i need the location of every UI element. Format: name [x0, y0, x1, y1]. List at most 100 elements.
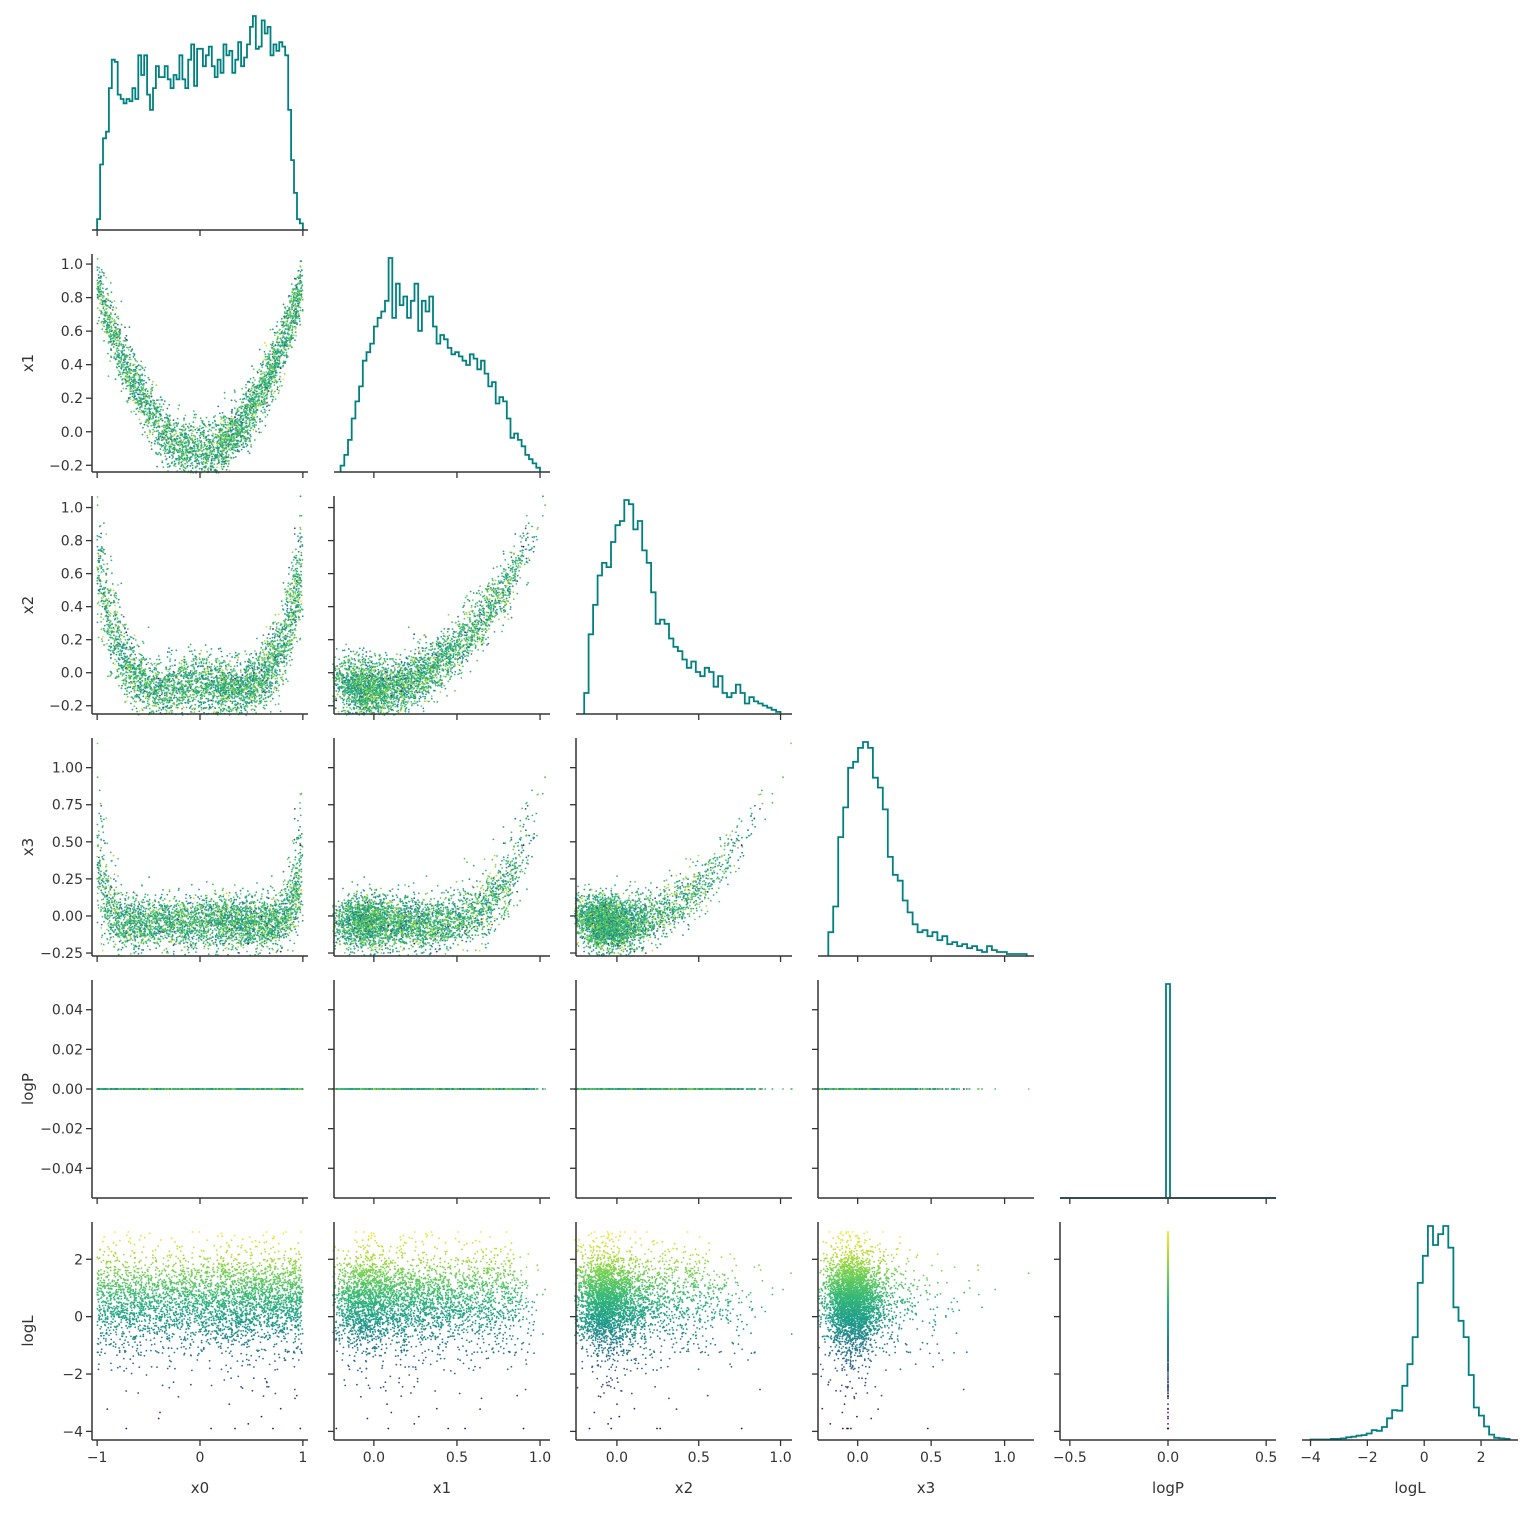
- point: [302, 299, 304, 301]
- point: [167, 466, 169, 468]
- point: [164, 452, 166, 454]
- point: [260, 410, 262, 412]
- point: [144, 375, 146, 377]
- point: [302, 284, 304, 286]
- point: [161, 426, 163, 428]
- point: [228, 454, 230, 456]
- point: [180, 456, 182, 458]
- point: [282, 321, 284, 323]
- point: [264, 342, 266, 344]
- point: [103, 272, 105, 274]
- point: [198, 462, 200, 464]
- point: [261, 393, 263, 395]
- point: [297, 303, 299, 305]
- point: [188, 423, 190, 425]
- point: [201, 458, 203, 460]
- point: [256, 416, 258, 418]
- point: [116, 350, 118, 352]
- point: [253, 419, 255, 421]
- point: [135, 374, 137, 376]
- point: [234, 407, 236, 409]
- point: [265, 356, 267, 358]
- point: [164, 447, 166, 449]
- point: [128, 382, 130, 384]
- point: [189, 436, 191, 438]
- point: [197, 438, 199, 440]
- point: [158, 439, 160, 441]
- point: [261, 396, 263, 398]
- point: [224, 398, 226, 400]
- point: [260, 373, 262, 375]
- point: [253, 368, 255, 370]
- point: [118, 370, 120, 372]
- point: [250, 417, 252, 419]
- point: [116, 345, 118, 347]
- point: [126, 400, 128, 402]
- point: [242, 438, 244, 440]
- point: [278, 329, 280, 331]
- point: [139, 407, 141, 409]
- point: [149, 431, 151, 433]
- point: [123, 372, 125, 374]
- point: [209, 425, 211, 427]
- point: [227, 431, 229, 433]
- point: [133, 374, 135, 376]
- point: [192, 467, 194, 469]
- point: [128, 398, 130, 400]
- point: [168, 404, 170, 406]
- point: [151, 384, 153, 386]
- point: [112, 306, 114, 308]
- point: [109, 300, 111, 302]
- point: [268, 410, 270, 412]
- point: [265, 425, 267, 427]
- point: [111, 344, 113, 346]
- point: [172, 444, 174, 446]
- point: [97, 296, 99, 298]
- point: [117, 340, 119, 342]
- point: [114, 313, 116, 315]
- point: [256, 402, 258, 404]
- point: [98, 267, 100, 269]
- point: [137, 407, 139, 409]
- point: [285, 308, 287, 310]
- point: [176, 438, 178, 440]
- point: [231, 399, 233, 401]
- point: [200, 445, 202, 447]
- point: [148, 416, 150, 418]
- point: [193, 410, 195, 412]
- point: [291, 332, 293, 334]
- point: [271, 389, 273, 391]
- point: [173, 465, 175, 467]
- point: [104, 318, 106, 320]
- point: [223, 463, 225, 465]
- point: [147, 393, 149, 395]
- point: [117, 324, 119, 326]
- point: [227, 466, 229, 468]
- point: [295, 335, 297, 337]
- point: [119, 373, 121, 375]
- point: [164, 448, 166, 450]
- point: [279, 372, 281, 374]
- point: [221, 458, 223, 460]
- point: [111, 318, 113, 320]
- point: [274, 384, 276, 386]
- point: [120, 337, 122, 339]
- point: [194, 414, 196, 416]
- point: [245, 420, 247, 422]
- point: [160, 418, 162, 420]
- point: [199, 454, 201, 456]
- point: [249, 382, 251, 384]
- point: [117, 316, 119, 318]
- point: [121, 390, 123, 392]
- point: [172, 439, 174, 441]
- point: [251, 427, 253, 429]
- point: [238, 406, 240, 408]
- point: [247, 406, 249, 408]
- point: [277, 336, 279, 338]
- point: [221, 466, 223, 468]
- point: [271, 359, 273, 361]
- point: [112, 337, 114, 339]
- point: [295, 331, 297, 333]
- point: [125, 368, 127, 370]
- point: [254, 439, 256, 441]
